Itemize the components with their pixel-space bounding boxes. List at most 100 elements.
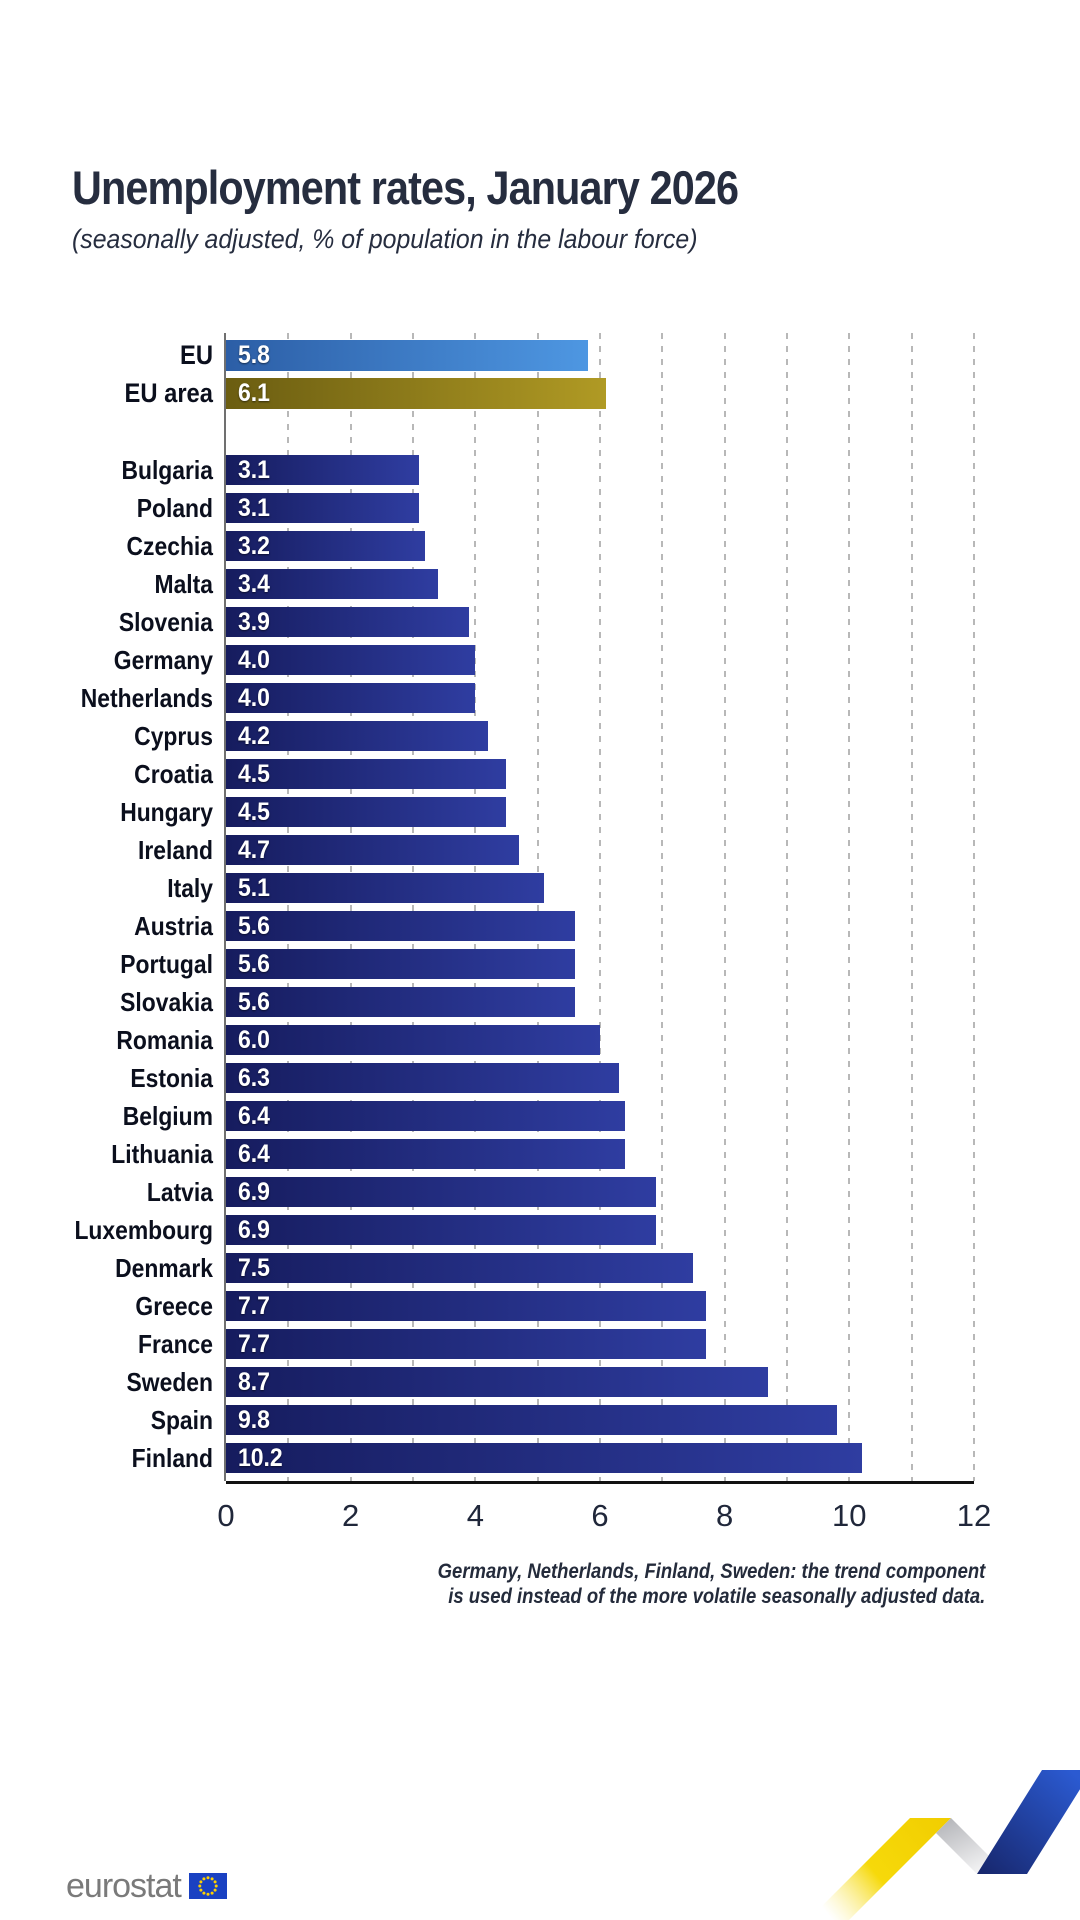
gridline [910, 333, 913, 1481]
bar-value-label: 3.2 [237, 531, 270, 560]
country-label: Croatia [134, 759, 213, 789]
bar-value-label: 5.6 [237, 949, 270, 978]
aggregate-bar: 6.1 [226, 378, 607, 409]
country-label: Romania [116, 1025, 213, 1055]
country-label: Malta [154, 569, 213, 599]
gridline [598, 333, 601, 1481]
country-bar: 5.6 [226, 987, 576, 1017]
country-label: Belgium [122, 1101, 213, 1131]
bar-value-label: 6.9 [237, 1177, 270, 1206]
gridline [848, 333, 851, 1481]
country-bar: 4.5 [226, 797, 507, 827]
bar-value-label: 7.7 [237, 1329, 270, 1358]
footnote-line-1: Germany, Netherlands, Finland, Sweden: t… [437, 1560, 985, 1583]
bar-value-label: 6.0 [237, 1025, 270, 1054]
gridline [661, 333, 664, 1481]
gridline [972, 333, 975, 1481]
country-label: Netherlands [80, 683, 213, 713]
country-bar: 4.5 [226, 759, 507, 789]
bar-value-label: 6.4 [237, 1139, 270, 1168]
country-label: Austria [134, 911, 213, 941]
x-axis-tick-label: 8 [716, 1498, 734, 1533]
country-bar: 6.0 [226, 1025, 600, 1055]
x-axis-tick-label: 12 [956, 1498, 992, 1533]
country-bar: 7.5 [226, 1253, 694, 1283]
bar-value-label: 6.9 [237, 1215, 270, 1244]
gridline [785, 333, 788, 1481]
country-bar: 6.4 [226, 1101, 625, 1131]
country-bar: 3.1 [226, 493, 420, 523]
country-bar: 4.0 [226, 683, 476, 713]
x-axis-tick-label: 6 [591, 1498, 609, 1533]
country-bar: 4.7 [226, 835, 519, 865]
country-label: Hungary [120, 797, 213, 827]
bar-value-label: 4.5 [237, 759, 270, 788]
gridline [349, 333, 352, 1481]
bar-value-label: 6.4 [237, 1101, 270, 1130]
country-bar: 9.8 [226, 1405, 837, 1435]
bar-value-label: 5.6 [237, 911, 270, 940]
country-bar: 5.6 [226, 949, 576, 979]
x-axis-tick-label: 10 [832, 1498, 867, 1533]
bar-value-label: 8.7 [237, 1367, 270, 1396]
bar-value-label: 7.7 [237, 1291, 270, 1320]
footnote-line-2: is used instead of the more volatile sea… [447, 1584, 985, 1608]
country-label: Cyprus [134, 721, 213, 751]
bar-value-label: 4.0 [237, 683, 270, 712]
bar-value-label: 3.1 [237, 455, 270, 484]
eu-flag-icon [188, 1873, 227, 1899]
bar-value-label: 7.5 [237, 1253, 270, 1282]
eurostat-logo: eurostat [66, 1869, 227, 1903]
chart-title: Unemployment rates, January 2026 [72, 161, 739, 214]
x-axis-line [226, 1481, 974, 1484]
country-bar: 10.2 [226, 1443, 862, 1473]
chart-subtitle: (seasonally adjusted, % of population in… [72, 224, 698, 254]
bar-value-label: 4.5 [237, 797, 270, 826]
country-label: Sweden [126, 1367, 213, 1397]
country-label: Portugal [120, 949, 213, 979]
bar-value-label: 4.2 [237, 721, 270, 750]
country-label: Estonia [130, 1063, 213, 1093]
country-label: Lithuania [111, 1139, 213, 1169]
bar-value-label: 5.8 [237, 341, 270, 369]
bar-value-label: 3.1 [237, 493, 270, 522]
x-axis-tick-label: 2 [342, 1498, 360, 1533]
gridline [474, 333, 477, 1481]
country-bar: 8.7 [226, 1367, 769, 1397]
country-label: Italy [167, 873, 213, 903]
country-bar: 5.1 [226, 873, 544, 903]
country-bar: 4.2 [226, 721, 488, 751]
country-bar: 4.0 [226, 645, 476, 675]
x-axis-tick-label: 4 [466, 1498, 484, 1533]
country-label: Slovakia [120, 987, 213, 1017]
bar-chart-plot-area: EU 5.8 EU area 6.1 Bulgaria 3.1 Poland 3.1 Czech… [0, 333, 1080, 1493]
country-label: Ireland [137, 835, 213, 865]
bar-value-label: 5.6 [237, 987, 270, 1016]
bar-value-label: 5.1 [237, 873, 270, 902]
country-bar: 3.9 [226, 607, 470, 637]
aggregate-label: EU [179, 340, 213, 370]
bar-value-label: 3.4 [237, 569, 270, 598]
bar-value-label: 10.2 [237, 1443, 283, 1472]
eurostat-logo-text: eurostat [66, 1867, 182, 1905]
country-bar: 6.9 [226, 1215, 657, 1245]
country-label: Denmark [115, 1253, 213, 1283]
country-bar: 3.2 [226, 531, 426, 561]
country-bar: 3.4 [226, 569, 438, 599]
bar-value-label: 4.0 [237, 645, 270, 674]
country-bar: 5.6 [226, 911, 576, 941]
bar-value-label: 3.9 [237, 607, 270, 636]
eurostat-ribbon-icon [808, 1770, 1080, 1920]
country-label: Germany [113, 645, 213, 675]
country-bar: 7.7 [226, 1291, 706, 1321]
bar-value-label: 9.8 [237, 1405, 270, 1434]
x-axis-tick-label: 0 [217, 1498, 235, 1533]
country-bar: 7.7 [226, 1329, 706, 1359]
country-label: Latvia [146, 1177, 213, 1207]
country-bar: 6.3 [226, 1063, 619, 1093]
aggregate-label: EU area [124, 378, 213, 408]
aggregate-bar: 5.8 [226, 340, 588, 371]
country-label: Bulgaria [121, 455, 213, 485]
country-label: Czechia [126, 531, 213, 561]
bar-value-label: 6.3 [237, 1063, 270, 1092]
